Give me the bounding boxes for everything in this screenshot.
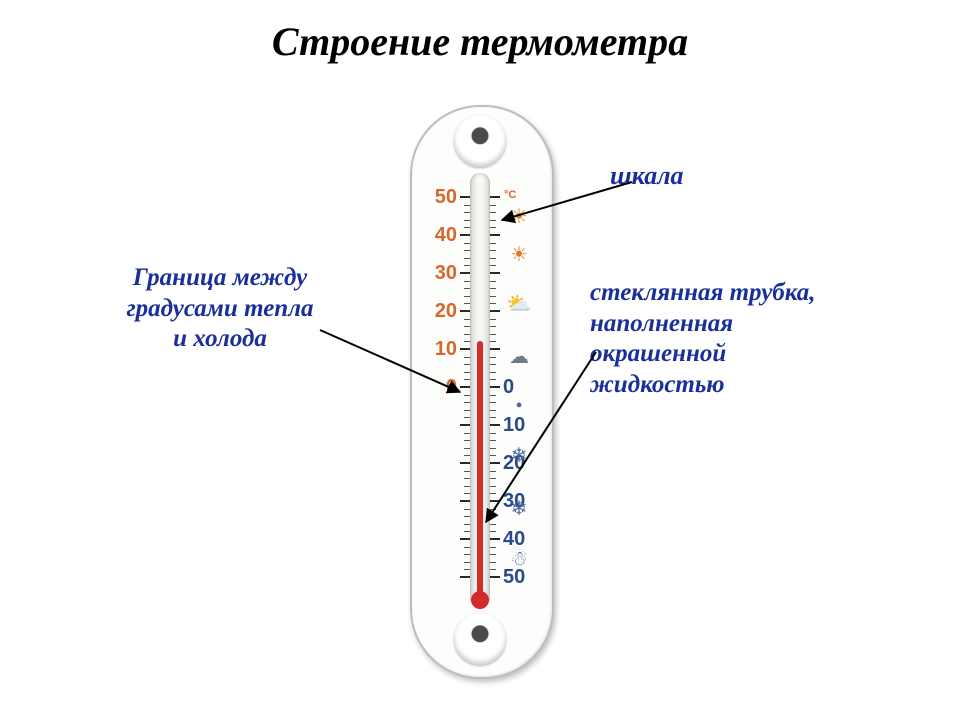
- label-tube: стеклянная трубка,наполненнаяокрашеннойж…: [590, 278, 816, 400]
- liquid-column: [477, 341, 483, 601]
- celsius-unit-label: °C: [504, 189, 516, 201]
- weather-icon: ☀: [504, 239, 534, 269]
- mount-hole-top: [454, 115, 506, 167]
- weather-icon: ☀: [504, 201, 534, 231]
- page-title: Строение термометра: [0, 18, 960, 65]
- weather-icon: ❄: [504, 494, 534, 524]
- weather-icon: ⛅: [504, 288, 534, 318]
- weather-icon: •: [504, 391, 534, 421]
- scale-number-warm: 50: [435, 186, 457, 209]
- weather-icon: ☁: [504, 342, 534, 372]
- diagram-stage: Строение термометра шкала Граница междуг…: [0, 0, 960, 720]
- scale-number-warm: 10: [435, 338, 457, 361]
- scale-number-warm: 40: [435, 224, 457, 247]
- thermometer: °C 5040302010001020304050 ☀☀⛅☁•❄❄☃: [410, 105, 550, 675]
- scale-number-warm: 0: [446, 376, 457, 399]
- scale-number-warm: 30: [435, 262, 457, 285]
- mount-hole-bottom: [454, 613, 506, 665]
- label-boundary: Граница междуградусами теплаи холода: [90, 263, 350, 355]
- scale-number-warm: 20: [435, 300, 457, 323]
- weather-icon: ❄: [504, 440, 534, 470]
- label-scale: шкала: [610, 160, 684, 192]
- weather-icon: ☃: [504, 543, 534, 573]
